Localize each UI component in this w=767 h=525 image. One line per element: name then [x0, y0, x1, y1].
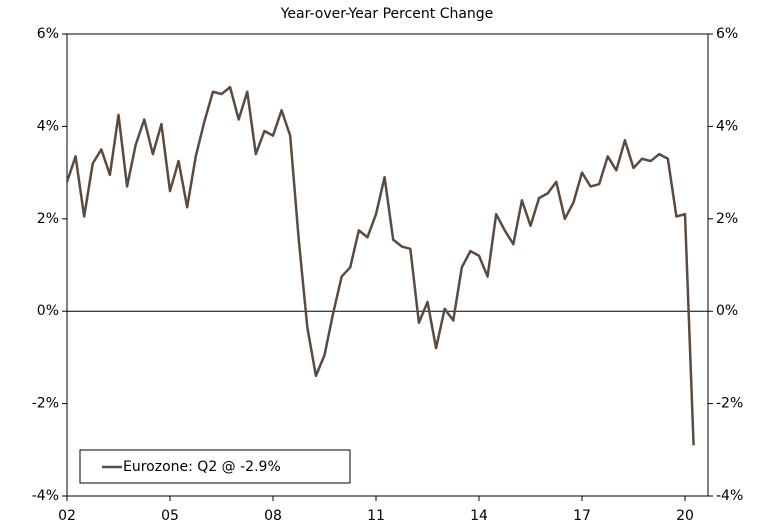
data-line [65, 85, 695, 446]
y2-tick-label: -4% [716, 488, 743, 504]
y-tick-label: -2% [32, 396, 59, 412]
y2-tick-label: 0% [716, 303, 738, 319]
x-tick-label: 05 [161, 508, 179, 524]
x-tick-label: 08 [264, 508, 282, 524]
y-tick-label: 4% [37, 118, 59, 134]
y2-tick-label: -2% [716, 396, 743, 412]
x-tick-label: 17 [573, 508, 591, 524]
y2-tick-label: 6% [716, 26, 738, 42]
y-tick-label: -4% [32, 488, 59, 504]
y2-tick-label: 2% [716, 211, 738, 227]
x-tick-label: 11 [367, 508, 385, 524]
y-tick-label: 2% [37, 211, 59, 227]
y-tick-label: 0% [37, 303, 59, 319]
plot-frame [66, 33, 709, 497]
legend-label: Eurozone: Q2 @ -2.9% [123, 459, 281, 475]
legend-box [79, 449, 351, 484]
x-tick-label: 02 [58, 508, 76, 524]
x-tick-label: 20 [676, 508, 694, 524]
x-tick-label: 14 [470, 508, 488, 524]
y-tick-label: 6% [37, 26, 59, 42]
y2-tick-label: 4% [716, 118, 738, 134]
chart-subtitle: Year-over-Year Percent Change [280, 6, 494, 22]
